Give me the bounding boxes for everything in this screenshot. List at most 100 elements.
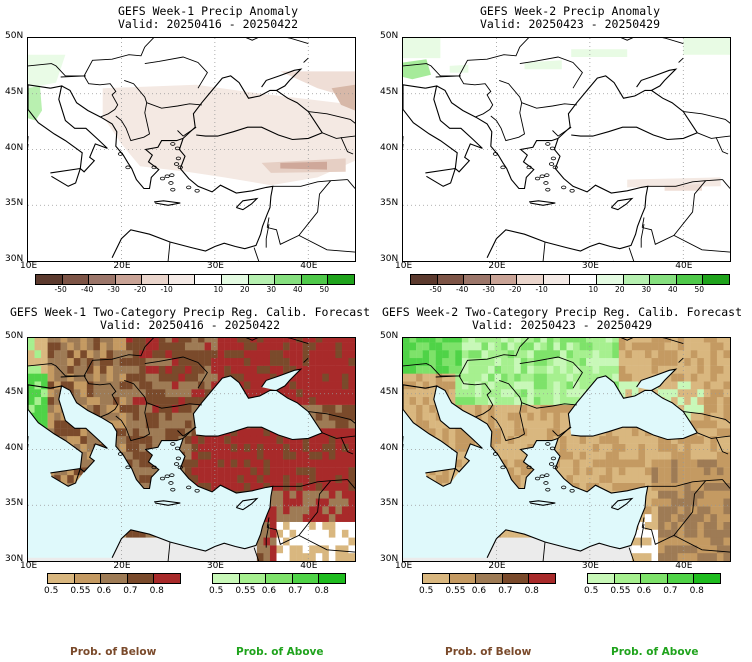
coastline-sicily [425,167,457,187]
prob-cell [184,443,192,452]
prob-cell [296,451,303,460]
prob-cell [132,342,140,351]
prob-cell [422,350,430,359]
prob-cell [99,396,107,405]
prob-cell [341,420,349,429]
prob-cell [546,389,554,398]
prob-swatch [154,574,180,583]
prob-cell [540,412,548,421]
prob-cell [501,428,508,437]
prob-cell [237,459,245,468]
prob-cell [703,498,711,507]
prob-cell [237,342,245,351]
prob-cell [224,459,231,468]
prob-cell [256,350,264,359]
prob-cell [86,373,94,382]
prob-cell [198,365,205,374]
prob-cell [723,338,730,343]
prob-cell [520,373,528,382]
prob-cell [283,451,290,460]
country-border [403,363,461,377]
prob-cell [47,338,55,343]
prob-cell [684,338,691,343]
prob-cell [716,357,724,366]
prob-cell [716,506,724,515]
prob-cell [119,373,127,382]
coastline-balkans_coast [61,385,184,490]
prob-cell [28,338,35,343]
prob-cell [276,474,284,483]
prob-cell [67,381,74,390]
prob-cell [106,350,114,359]
prob-cell [191,357,199,366]
prob-cell [54,365,61,374]
prob-cell [328,545,336,554]
prob-cell [658,490,665,499]
prob-cell [501,396,508,405]
prob-cell [328,435,336,444]
prob-cell [106,389,114,398]
prob-cell [269,338,277,343]
prob-cell [546,412,554,421]
coastline-bs_west [182,75,323,139]
prob-cell [158,342,166,351]
prob-cell [184,389,192,398]
prob-cell [80,443,88,452]
prob-cell [243,381,251,390]
prob-cell [409,412,417,421]
prob-cell [625,342,633,351]
prob-cell [139,396,146,405]
prob-swatch [449,574,477,583]
sea-black [193,375,323,440]
prob-cell [315,350,323,359]
prob-cell [494,412,502,421]
dry-anomaly-region [664,184,702,191]
prob-cell [403,404,410,413]
prob-cell [328,459,336,468]
prob-cell [335,474,343,483]
country-border [628,247,635,261]
prob-cell [289,490,297,499]
prob-cell [269,342,277,351]
prob-cell [126,373,133,382]
prob-cell [243,443,251,452]
prob-cell [315,381,323,390]
prob-cell [328,350,336,359]
prob-cell [28,404,35,413]
prob-cell [599,365,606,374]
prob-cell [315,474,323,483]
prob-cell [126,529,133,538]
prob-cell [514,373,521,382]
prob-cell [677,513,685,522]
prob-cell [237,357,245,366]
country-border [303,357,309,363]
prob-cell [348,552,355,561]
prob-cell [178,404,186,413]
prob-cell [132,451,140,460]
prob-cell [80,342,88,351]
prob-cell [455,357,463,366]
prob-cell [703,350,711,359]
coastline-turkey_s [486,438,649,558]
country-border [266,517,270,528]
prob-cell [204,350,212,359]
prob-cell [716,513,724,522]
prob-cell [638,537,646,546]
colorbar-tick: -20 [134,285,147,294]
country-border [83,75,119,118]
prob-cell [230,338,238,343]
prob-cell [60,420,68,429]
prob-cell [703,365,711,374]
prob-swatch [423,574,450,583]
prob-cell [461,381,469,390]
prob-cell [289,365,297,374]
prob-cell [302,342,310,351]
prob-cell [599,435,606,444]
prob-cell [710,435,718,444]
prob-cell [184,381,192,390]
prob-cell [263,357,271,366]
prob-cell [468,338,476,343]
prob-cell [429,389,436,398]
island [186,485,192,490]
prob-cell [507,342,515,351]
